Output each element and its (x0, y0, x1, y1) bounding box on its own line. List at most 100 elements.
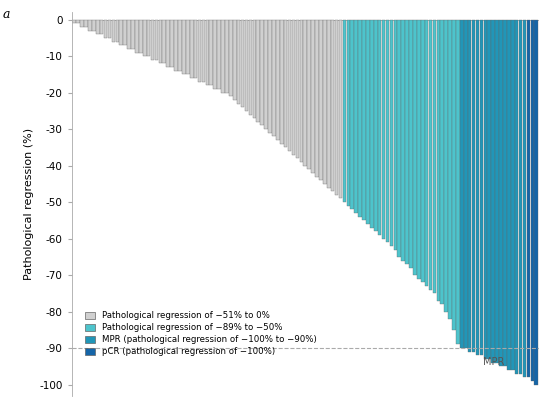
Bar (374, 20, 377, 231)
Bar (143, 20, 146, 56)
Text: MPR: MPR (482, 357, 504, 367)
Bar (515, 20, 519, 374)
Bar (233, 20, 236, 100)
Bar (237, 20, 240, 103)
Bar (280, 20, 284, 144)
Bar (178, 20, 182, 71)
Bar (311, 20, 315, 173)
Bar (186, 20, 190, 75)
Bar (272, 20, 276, 136)
Bar (409, 20, 412, 268)
Bar (496, 20, 499, 363)
Bar (362, 20, 366, 220)
Bar (386, 20, 389, 242)
Bar (245, 20, 248, 111)
Bar (405, 20, 409, 264)
Bar (100, 20, 103, 34)
Bar (437, 20, 440, 301)
Bar (402, 20, 405, 260)
Bar (480, 20, 483, 356)
Bar (92, 20, 96, 30)
Bar (448, 20, 452, 319)
Bar (398, 20, 401, 257)
Bar (339, 20, 342, 199)
Bar (194, 20, 197, 78)
Bar (249, 20, 252, 115)
Bar (265, 20, 268, 129)
Bar (413, 20, 417, 275)
Bar (323, 20, 327, 184)
Bar (487, 20, 491, 359)
Bar (456, 20, 460, 344)
Bar (217, 20, 221, 89)
Bar (354, 20, 358, 213)
Bar (147, 20, 151, 56)
Bar (210, 20, 213, 85)
Bar (116, 20, 119, 42)
Bar (389, 20, 393, 246)
Bar (491, 20, 495, 363)
Bar (522, 20, 526, 377)
Bar (425, 20, 428, 286)
Bar (468, 20, 471, 352)
Bar (96, 20, 100, 34)
Bar (131, 20, 135, 49)
Bar (221, 20, 225, 93)
Bar (104, 20, 107, 38)
Bar (441, 20, 444, 304)
Bar (295, 20, 299, 158)
Bar (429, 20, 432, 290)
Bar (162, 20, 166, 63)
Bar (499, 20, 503, 366)
Bar (127, 20, 131, 49)
Bar (292, 20, 295, 155)
Bar (139, 20, 142, 52)
Bar (76, 20, 80, 23)
Bar (319, 20, 323, 180)
Bar (84, 20, 88, 27)
Bar (370, 20, 373, 228)
Bar (460, 20, 464, 348)
Bar (444, 20, 448, 311)
Bar (225, 20, 229, 93)
Bar (531, 20, 534, 381)
Bar (535, 20, 538, 384)
Bar (327, 20, 331, 187)
Bar (190, 20, 194, 78)
Bar (170, 20, 174, 67)
Bar (366, 20, 370, 224)
Bar (88, 20, 92, 30)
Bar (252, 20, 256, 118)
Bar (182, 20, 186, 75)
Bar (433, 20, 436, 293)
Bar (472, 20, 475, 352)
Bar (155, 20, 158, 60)
Text: a: a (3, 8, 10, 21)
Bar (151, 20, 155, 60)
Bar (343, 20, 346, 202)
Bar (421, 20, 425, 282)
Bar (119, 20, 123, 45)
Bar (464, 20, 468, 348)
Bar (241, 20, 244, 107)
Bar (519, 20, 522, 374)
Bar (503, 20, 507, 366)
Bar (300, 20, 303, 162)
Bar (483, 20, 487, 359)
Bar (304, 20, 307, 166)
Bar (307, 20, 311, 169)
Bar (123, 20, 127, 45)
Bar (452, 20, 456, 330)
Bar (393, 20, 397, 250)
Bar (276, 20, 279, 140)
Bar (346, 20, 350, 206)
Bar (350, 20, 354, 209)
Bar (331, 20, 334, 191)
Bar (112, 20, 115, 42)
Bar (80, 20, 84, 27)
Bar (511, 20, 515, 370)
Bar (315, 20, 319, 177)
Bar (476, 20, 480, 356)
Bar (108, 20, 111, 38)
Bar (158, 20, 162, 63)
